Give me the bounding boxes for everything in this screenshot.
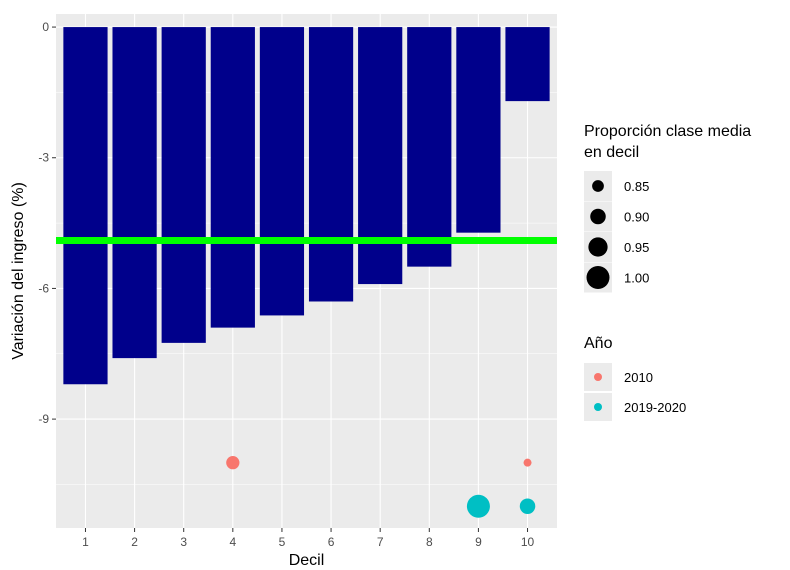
y-tick-label: -9 (38, 412, 49, 426)
data-point (523, 458, 532, 467)
data-point (466, 494, 490, 518)
bars (63, 27, 550, 385)
x-tick-label: 4 (229, 535, 236, 549)
legends: Proporción clase media en decil 0.85 0.90 0… (584, 123, 751, 421)
bar (63, 27, 108, 385)
x-tick-label: 8 (426, 535, 433, 549)
legend-color-title: Año (584, 335, 613, 352)
bar (112, 27, 157, 359)
bar (407, 27, 452, 267)
y-axis: 0 -3 -6 -9 (38, 20, 56, 426)
legend-size-label: 0.95 (624, 240, 649, 255)
x-tick-label: 5 (279, 535, 286, 549)
y-tick-label: -3 (38, 151, 49, 165)
x-tick-label: 10 (521, 535, 535, 549)
legend-color-label: 2019-2020 (624, 400, 686, 415)
legend-size-title: Proporción clase media (584, 123, 751, 140)
x-tick-label: 6 (328, 535, 335, 549)
legend-size-key (586, 266, 610, 289)
points (226, 456, 536, 518)
bar (308, 27, 354, 302)
bar (358, 27, 403, 285)
legend-color-key (594, 373, 602, 381)
legend-color-label: 2010 (624, 370, 653, 385)
bar (456, 27, 501, 233)
legend-size-key (590, 208, 606, 225)
x-axis-title: Decil (289, 552, 325, 569)
bar (259, 27, 305, 316)
bar (161, 27, 206, 343)
data-point (519, 498, 536, 514)
legend-size-key (588, 237, 608, 257)
y-axis-title: Variación del ingreso (%) (10, 182, 27, 360)
legend-size-key (592, 180, 604, 192)
x-tick-label: 1 (82, 535, 89, 549)
bar (505, 27, 550, 102)
data-point (226, 456, 240, 470)
legend-size-label: 0.90 (624, 210, 649, 225)
x-tick-label: 7 (377, 535, 384, 549)
x-tick-label: 9 (475, 535, 482, 549)
legend-color-key (594, 403, 602, 411)
legend-size-label: 1.00 (624, 271, 649, 286)
x-axis: 1 2 3 4 5 6 7 8 9 10 (82, 528, 535, 549)
bar (210, 27, 255, 328)
legend-size-label: 0.85 (624, 179, 649, 194)
legend-size-title-line2: en decil (584, 144, 639, 161)
x-tick-label: 2 (131, 535, 138, 549)
x-tick-label: 3 (180, 535, 187, 549)
y-tick-label: -6 (38, 281, 49, 295)
y-tick-label: 0 (42, 20, 49, 34)
